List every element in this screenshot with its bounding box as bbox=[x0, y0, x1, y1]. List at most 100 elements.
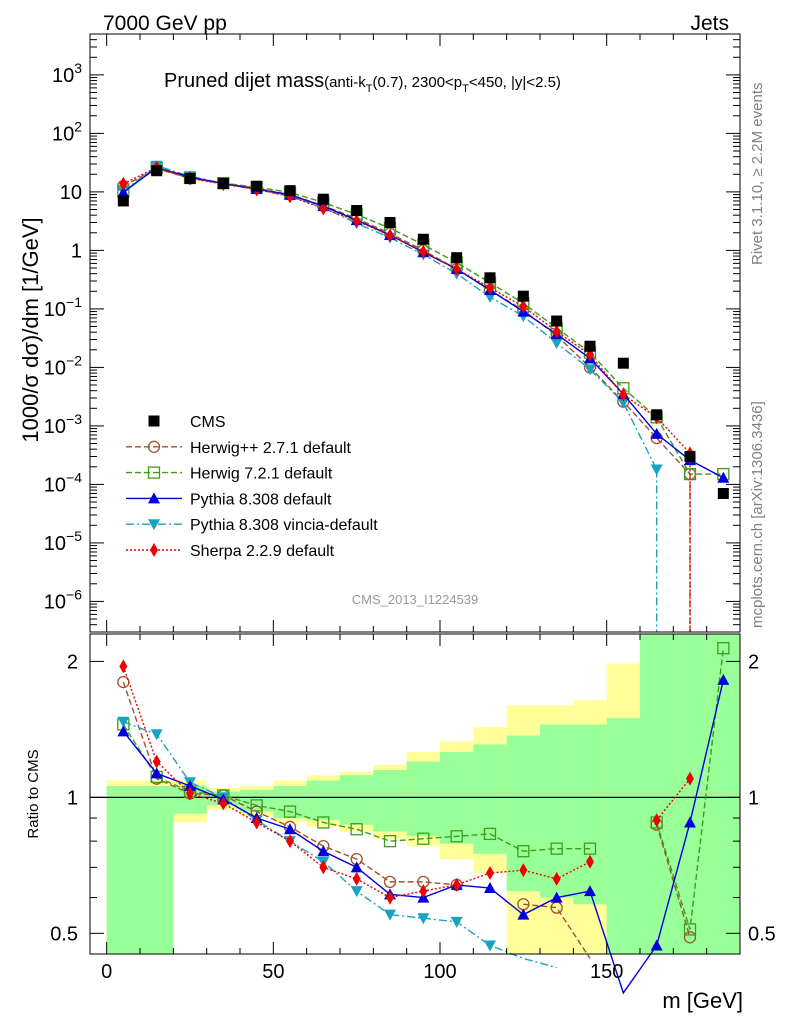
ratio-line-herwigpp bbox=[523, 903, 591, 959]
analysis-watermark: CMS_2013_I1224539 bbox=[352, 592, 479, 607]
legend: CMS Herwig++ 2.7.1 default Herwig 7.2.1 de… bbox=[126, 414, 378, 560]
data-point-cms bbox=[717, 487, 729, 499]
data-point-sherpa bbox=[519, 299, 528, 314]
ratio-point-vincia bbox=[417, 913, 430, 925]
ratio-line-herwig7 bbox=[122, 724, 590, 852]
ratio-point-herwig7 bbox=[250, 799, 263, 812]
mcplots-label: mcplots.cern.ch [arXiv:1306.3436] bbox=[749, 401, 766, 628]
band-inner bbox=[673, 634, 707, 954]
data-point-cms bbox=[184, 172, 196, 184]
header-left: 7000 GeV pp bbox=[103, 12, 227, 35]
data-point-sherpa bbox=[386, 228, 394, 243]
ratio-line-vincia bbox=[123, 721, 557, 969]
data-point-cms bbox=[584, 340, 596, 352]
data-point-cms bbox=[517, 290, 529, 302]
ratio-point-herwig7 bbox=[717, 641, 730, 655]
band-inner bbox=[406, 761, 440, 837]
legend-entry: Herwig 7.2.1 default bbox=[126, 466, 333, 483]
data-point-sherpa bbox=[452, 262, 461, 277]
data-point-vincia bbox=[650, 464, 663, 476]
ratio-point-pythia bbox=[517, 908, 530, 920]
ratio-point-vincia bbox=[484, 940, 496, 952]
x-tick-label: 150 bbox=[590, 961, 623, 983]
data-point-pythia bbox=[117, 186, 130, 198]
data-point-cms bbox=[384, 216, 396, 228]
x-tick-label: 50 bbox=[262, 961, 284, 983]
legend-label: Herwig 7.2.1 default bbox=[190, 466, 333, 483]
data-point-cms bbox=[117, 195, 129, 207]
y-tick-label: 10−5 bbox=[44, 528, 82, 555]
ratio-point-herwigpp bbox=[383, 875, 397, 889]
ratio-point-pythia bbox=[150, 767, 163, 779]
y-axis-title-ratio: Ratio to CMS bbox=[25, 749, 42, 838]
band-inner bbox=[473, 744, 507, 854]
legend-label: Pythia 8.308 vincia-default bbox=[190, 517, 378, 534]
ratio-point-sherpa bbox=[252, 815, 261, 830]
ratio-line-herwigpp bbox=[655, 824, 691, 938]
y-tick-label: 103 bbox=[52, 60, 82, 87]
ratio-panel: 0 50 100 150 0.5 0.5 1 1 2 2 bbox=[50, 633, 776, 995]
legend-marker bbox=[148, 415, 160, 427]
ratio-point-herwig7 bbox=[683, 923, 697, 936]
ratio-point-sherpa bbox=[386, 890, 394, 905]
ratio-point-herwig7 bbox=[350, 823, 363, 836]
band-inner bbox=[273, 785, 307, 819]
data-point-cms bbox=[284, 185, 296, 197]
data-point-cms bbox=[684, 450, 696, 462]
ratio-line-sherpa bbox=[656, 778, 691, 821]
y-tick-label: 10−6 bbox=[44, 586, 82, 613]
header-right: Jets bbox=[690, 12, 729, 35]
legend-marker bbox=[148, 519, 160, 531]
ratio-point-vincia bbox=[450, 916, 463, 928]
ratio-point-sherpa bbox=[119, 659, 128, 674]
data-point-cms bbox=[451, 252, 463, 264]
ratio-point-herwig7 bbox=[383, 834, 397, 848]
series-line-sherpa bbox=[123, 166, 691, 454]
y-tick-label: 10−2 bbox=[44, 352, 82, 379]
data-point-cms bbox=[617, 357, 629, 369]
ratio-uncertainty-bands bbox=[90, 634, 740, 954]
band-inner bbox=[340, 775, 374, 825]
ratio-point-sherpa bbox=[486, 866, 494, 881]
ratio-point-pythia bbox=[684, 816, 696, 828]
data-point-cms bbox=[484, 272, 496, 284]
ratio-point-sherpa bbox=[319, 860, 328, 875]
ratio-point-herwig7 bbox=[417, 832, 430, 845]
y-tick-label: 2 bbox=[67, 651, 78, 673]
data-point-cms bbox=[651, 409, 663, 421]
data-point-sherpa bbox=[552, 324, 561, 339]
ratio-point-pythia bbox=[484, 882, 496, 894]
y-tick-label: 102 bbox=[52, 118, 82, 145]
ratio-point-sherpa bbox=[519, 863, 528, 878]
ratio-point-herwig7 bbox=[583, 842, 597, 855]
y-tick-label: 10−3 bbox=[44, 411, 82, 438]
ratio-point-pythia bbox=[117, 725, 130, 737]
main-axes: 10−6 10−5 10−4 10−3 10−2 10−1 1 10 102 103 bbox=[44, 33, 740, 633]
legend-label: Sherpa 2.2.9 default bbox=[190, 543, 335, 560]
legend-marker bbox=[147, 466, 161, 479]
ratio-point-sherpa bbox=[586, 854, 594, 869]
main-panel: 10−6 10−5 10−4 10−3 10−2 10−1 1 10 102 103 bbox=[44, 33, 741, 633]
legend-entry: CMS bbox=[148, 414, 226, 431]
data-point-herwig7 bbox=[683, 467, 697, 481]
ratio-series-layer bbox=[117, 641, 730, 995]
ratio-point-sherpa bbox=[652, 813, 661, 828]
ratio-point-herwig7 bbox=[483, 827, 497, 841]
y-tick-label: 1 bbox=[71, 240, 82, 262]
data-point-pythia bbox=[717, 471, 730, 483]
data-point-vincia bbox=[550, 338, 563, 350]
legend-label: CMS bbox=[190, 414, 226, 431]
band-inner bbox=[240, 789, 274, 812]
ratio-point-pythia bbox=[584, 885, 596, 897]
band-inner bbox=[573, 724, 607, 905]
ratio-point-sherpa bbox=[452, 877, 461, 892]
data-point-pythia bbox=[650, 427, 663, 439]
data-point-sherpa bbox=[119, 176, 128, 191]
ratio-point-herwig7 bbox=[317, 816, 330, 829]
y-tick-label: 10 bbox=[60, 182, 82, 204]
ratio-point-pythia bbox=[317, 845, 330, 857]
data-point-cms bbox=[351, 205, 363, 217]
main-series-layer bbox=[117, 160, 730, 632]
data-point-cms bbox=[417, 233, 429, 245]
